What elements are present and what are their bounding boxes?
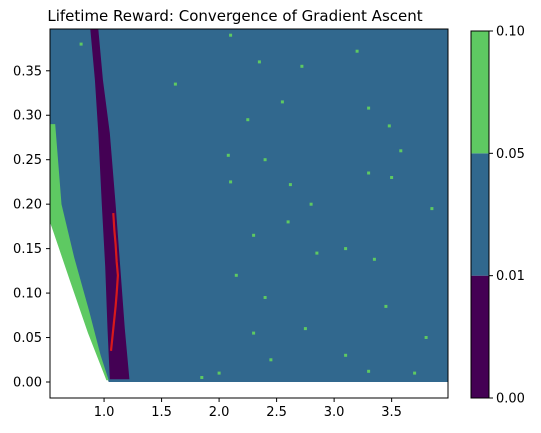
y-tick-label: 0.15 bbox=[13, 242, 42, 257]
contour-speck bbox=[229, 34, 232, 37]
contour-speck bbox=[315, 252, 318, 255]
contour-speck bbox=[384, 305, 387, 308]
colorbar: 0.00 0.01 0.05 0.10 bbox=[471, 25, 525, 407]
contour-speck bbox=[235, 274, 238, 277]
contour-speck bbox=[373, 258, 376, 261]
y-tick-label: 0.10 bbox=[13, 287, 42, 302]
colorbar-segment bbox=[471, 276, 489, 398]
colorbar-tick-label: 0.05 bbox=[496, 147, 525, 162]
contour-speck bbox=[367, 107, 370, 110]
colorbar-tick-label: 0.01 bbox=[496, 269, 525, 284]
contour-speck bbox=[174, 83, 177, 86]
contour-speck bbox=[310, 203, 313, 206]
contour-speck bbox=[269, 358, 272, 361]
contour-speck bbox=[413, 372, 416, 375]
contour-speck bbox=[258, 60, 261, 63]
x-tick-label: 2.5 bbox=[266, 405, 287, 420]
contour-speck bbox=[399, 149, 402, 152]
x-tick-label: 3.0 bbox=[324, 405, 345, 420]
contour-speck bbox=[300, 65, 303, 68]
plot-area bbox=[50, 29, 448, 382]
y-tick-label: 0.05 bbox=[13, 331, 42, 346]
x-axis: 1.0 1.5 2.0 2.5 3.0 3.5 bbox=[94, 398, 402, 420]
contour-speck bbox=[388, 124, 391, 127]
contour-speck bbox=[229, 180, 232, 183]
x-tick-label: 1.5 bbox=[151, 405, 172, 420]
contour-speck bbox=[425, 336, 428, 339]
x-tick-label: 1.0 bbox=[94, 405, 115, 420]
contour-speck bbox=[264, 158, 267, 161]
colorbar-tick-label: 0.00 bbox=[496, 392, 525, 407]
colorbar-segment bbox=[471, 31, 489, 153]
y-axis: 0.00 0.05 0.10 0.15 0.20 0.25 0.30 0.35 bbox=[13, 64, 50, 390]
contour-speck bbox=[344, 247, 347, 250]
contour-speck bbox=[430, 207, 433, 210]
colorbar-tick-label: 0.10 bbox=[496, 25, 525, 40]
contour-speck bbox=[281, 100, 284, 103]
x-tick-label: 2.0 bbox=[209, 405, 230, 420]
contour-speck bbox=[252, 332, 255, 335]
contour-speck bbox=[218, 372, 221, 375]
contour-speck bbox=[246, 118, 249, 121]
contour-speck bbox=[287, 220, 290, 223]
y-tick-label: 0.20 bbox=[13, 198, 42, 213]
y-tick-label: 0.00 bbox=[13, 375, 42, 390]
contour-speck bbox=[227, 154, 230, 157]
contour-speck bbox=[304, 327, 307, 330]
contour-speck bbox=[356, 50, 359, 53]
y-tick-label: 0.25 bbox=[13, 153, 42, 168]
y-tick-label: 0.30 bbox=[13, 109, 42, 124]
contour-speck bbox=[344, 354, 347, 357]
contour-speck bbox=[80, 43, 83, 46]
chart-title: Lifetime Reward: Convergence of Gradient… bbox=[47, 7, 422, 25]
contour-speck bbox=[252, 234, 255, 237]
x-tick-label: 3.5 bbox=[381, 405, 402, 420]
contour-speck bbox=[367, 370, 370, 373]
contour-speck bbox=[390, 176, 393, 179]
contour-speck bbox=[367, 172, 370, 175]
y-tick-label: 0.35 bbox=[13, 64, 42, 79]
contour-speck bbox=[200, 376, 203, 379]
contour-speck bbox=[264, 296, 267, 299]
contour-speck bbox=[289, 183, 292, 186]
colorbar-segment bbox=[471, 153, 489, 275]
